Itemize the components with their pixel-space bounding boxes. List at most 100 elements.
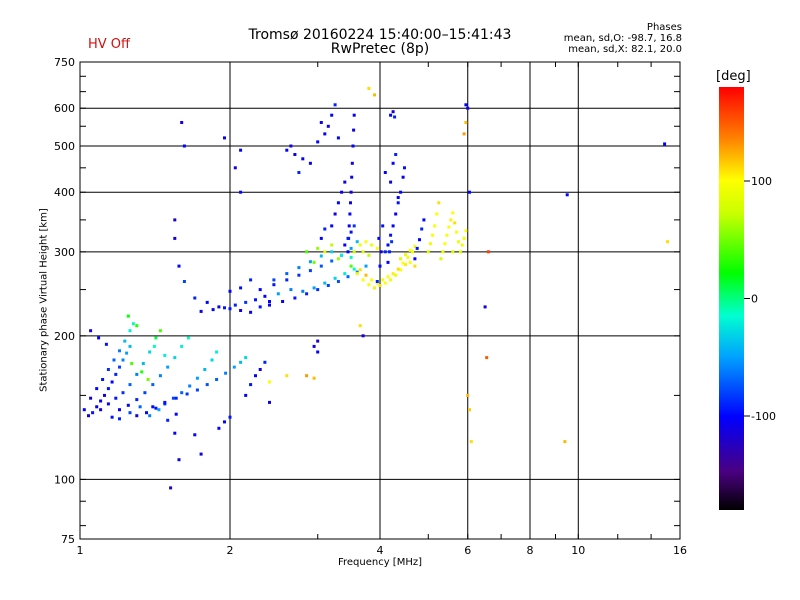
scatter-point xyxy=(340,190,344,194)
scatter-point xyxy=(249,278,253,282)
scatter-point xyxy=(205,300,209,304)
scatter-point xyxy=(361,278,365,282)
scatter-point xyxy=(386,260,390,264)
scatter-point xyxy=(87,414,90,418)
scatter-point xyxy=(349,201,352,205)
scatter-point xyxy=(420,227,424,231)
scatter-point xyxy=(336,280,340,283)
scatter-point xyxy=(439,257,443,261)
scatter-point xyxy=(453,221,457,225)
scatter-point xyxy=(358,268,362,272)
scatter-point xyxy=(437,201,441,205)
scatter-point xyxy=(110,380,114,384)
y-tick-label: 300 xyxy=(54,246,75,259)
scatter-point xyxy=(158,329,162,333)
scatter-point xyxy=(211,308,215,312)
scatter-point xyxy=(308,161,312,165)
scatter-point xyxy=(193,296,197,300)
scatter-point xyxy=(455,230,459,234)
scatter-point xyxy=(173,356,177,360)
scatter-point xyxy=(193,433,197,437)
scatter-point xyxy=(458,250,462,254)
scatter-point xyxy=(239,148,243,152)
scatter-point xyxy=(391,224,395,228)
scatter-point xyxy=(393,115,397,119)
scatter-point xyxy=(466,106,470,110)
scatter-point xyxy=(151,383,155,387)
scatter-point xyxy=(297,266,301,270)
scatter-point xyxy=(403,166,406,170)
scatter-point xyxy=(173,218,177,222)
scatter-point xyxy=(352,113,356,117)
scatter-point xyxy=(177,264,181,268)
scatter-point xyxy=(464,103,468,107)
scatter-point xyxy=(389,113,393,117)
x-tick-label: 2 xyxy=(227,544,234,557)
scatter-point xyxy=(352,224,356,228)
scatter-point xyxy=(138,405,142,409)
scatter-point xyxy=(349,190,353,194)
scatter-point xyxy=(316,288,320,292)
scatter-point xyxy=(135,398,139,402)
scatter-point xyxy=(103,393,106,397)
scatter-point xyxy=(383,281,387,285)
scatter-point xyxy=(404,263,407,267)
scatter-point xyxy=(232,365,236,369)
scatter-point xyxy=(166,418,170,422)
scatter-point xyxy=(390,240,394,244)
scatter-point xyxy=(158,374,162,378)
scatter-point xyxy=(118,349,121,353)
scatter-point xyxy=(319,236,323,240)
scatter-point xyxy=(441,250,445,254)
scatter-point xyxy=(349,255,353,259)
y-tick-label: 500 xyxy=(54,140,75,153)
scatter-point xyxy=(462,132,466,136)
scatter-point xyxy=(316,350,320,354)
scatter-point xyxy=(361,250,365,254)
scatter-point xyxy=(316,140,320,144)
scatter-point xyxy=(312,344,316,348)
scatter-point xyxy=(239,190,243,194)
scatter-point xyxy=(106,387,110,391)
scatter-point xyxy=(445,233,449,237)
scatter-point xyxy=(169,486,173,490)
y-tick-label: 75 xyxy=(61,533,75,546)
grid-lines xyxy=(80,62,680,539)
scatter-point xyxy=(391,161,395,165)
scatter-point xyxy=(228,289,232,293)
scatter-point xyxy=(305,292,309,296)
x-axis-label: Frequency [MHz] xyxy=(337,557,423,568)
scatter-point xyxy=(394,212,398,216)
scatter-point xyxy=(391,110,395,114)
colorbar-title: [deg] xyxy=(716,69,751,84)
scatter-point xyxy=(180,121,184,124)
scatter-point xyxy=(483,305,487,309)
scatter-point xyxy=(355,240,359,244)
scatter-point xyxy=(468,408,471,412)
scatter-point xyxy=(163,353,167,357)
scatter-point xyxy=(268,380,271,384)
scatter-point xyxy=(352,128,356,132)
scatter-point xyxy=(171,396,175,400)
scatter-point xyxy=(182,144,186,148)
scatter-point xyxy=(285,278,289,282)
scatter-point xyxy=(239,360,243,364)
scatter-point xyxy=(293,296,297,300)
scatter-point xyxy=(399,190,403,194)
scatter-point xyxy=(355,272,359,276)
scatter-point xyxy=(457,240,460,244)
scatter-point xyxy=(244,393,248,397)
scatter-point xyxy=(415,246,419,250)
scatter-point xyxy=(140,370,144,374)
chart-title: Tromsø 20160224 15:40:00–15:41:43 xyxy=(248,27,512,43)
scatter-point xyxy=(258,288,262,292)
scatter-point xyxy=(101,378,105,381)
scatter-point xyxy=(272,278,276,282)
scatter-point xyxy=(305,374,309,378)
scatter-point xyxy=(361,334,365,338)
scatter-point xyxy=(223,420,226,424)
scatter-point xyxy=(151,405,155,409)
scatter-point xyxy=(426,250,430,254)
scatter-point xyxy=(215,350,219,354)
scatter-point xyxy=(486,250,490,254)
